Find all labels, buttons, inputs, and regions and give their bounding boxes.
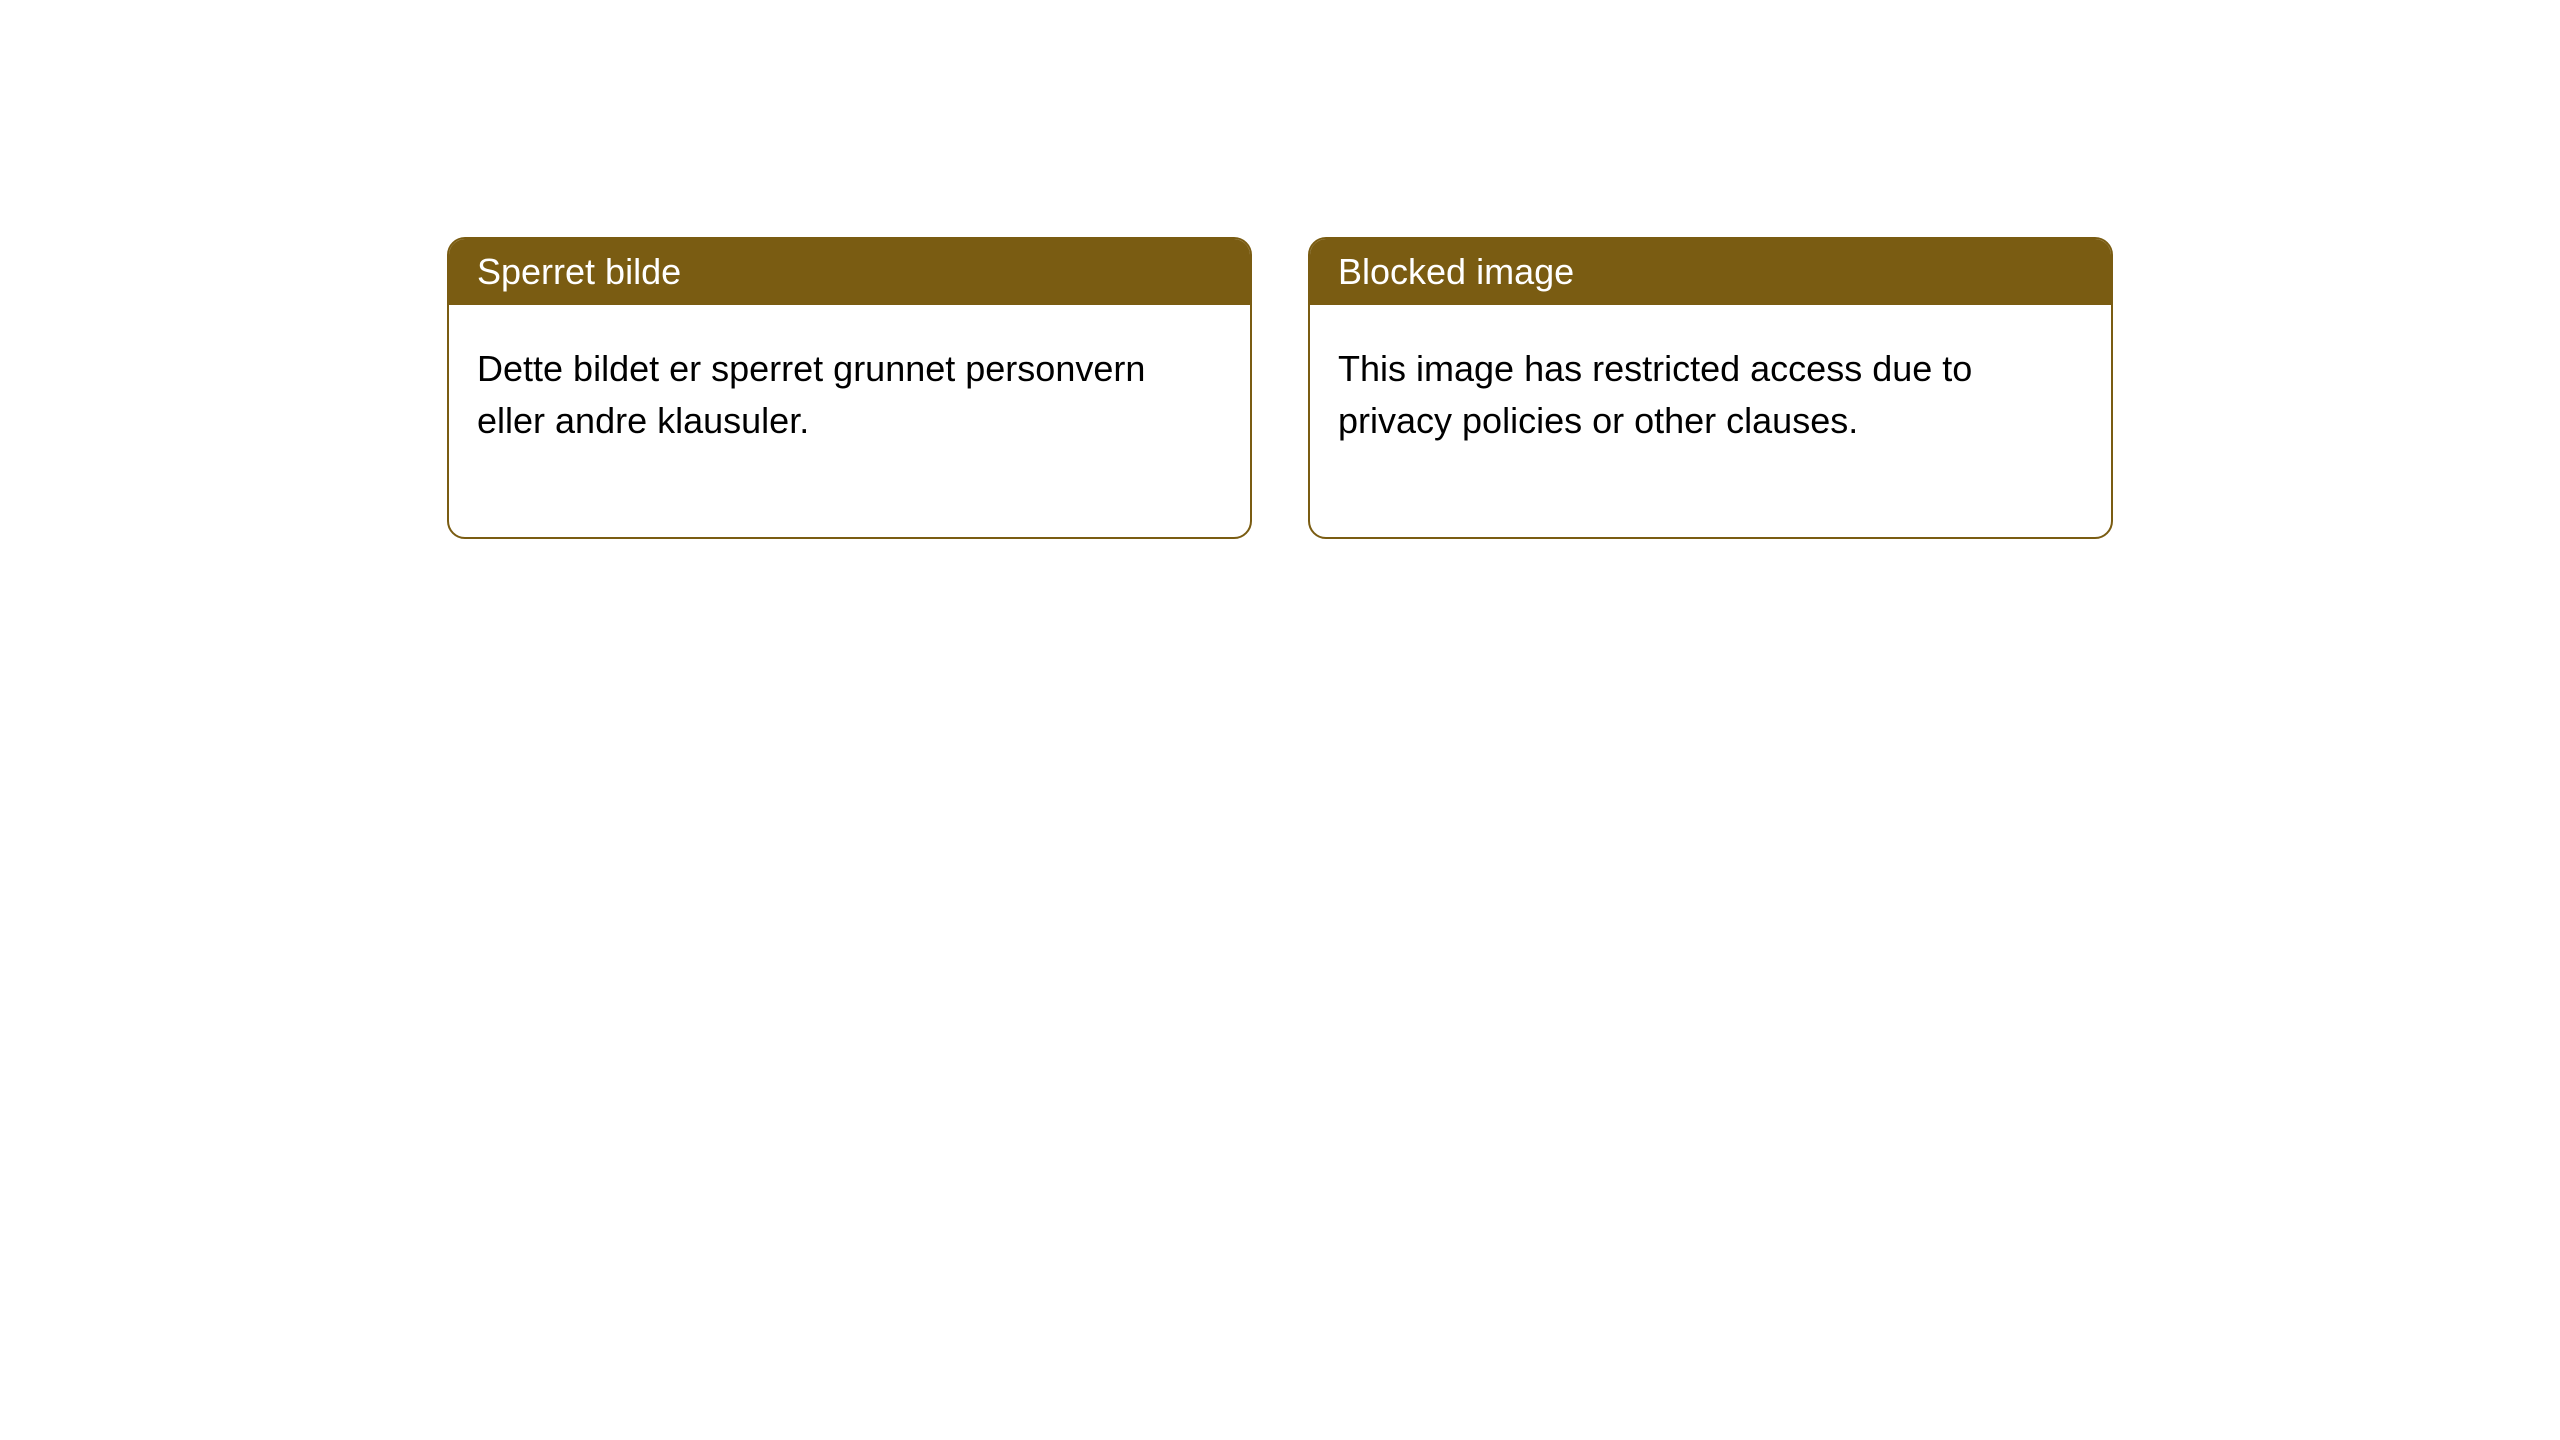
notice-card-body: Dette bildet er sperret grunnet personve… — [449, 305, 1250, 537]
notice-card-norwegian: Sperret bilde Dette bildet er sperret gr… — [447, 237, 1252, 539]
notice-card-body: This image has restricted access due to … — [1310, 305, 2111, 537]
notice-card-title: Sperret bilde — [449, 239, 1250, 305]
notice-cards-container: Sperret bilde Dette bildet er sperret gr… — [447, 237, 2113, 539]
notice-card-title: Blocked image — [1310, 239, 2111, 305]
notice-card-english: Blocked image This image has restricted … — [1308, 237, 2113, 539]
